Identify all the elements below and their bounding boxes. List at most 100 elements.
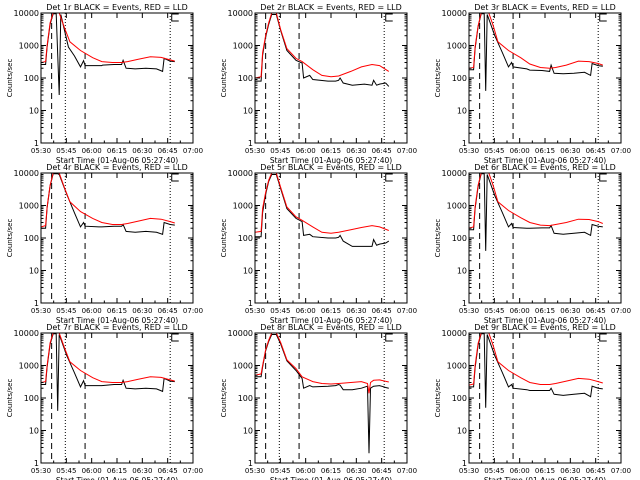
x-tick-label: 05:30: [245, 147, 265, 155]
marker-c-glyph: [385, 13, 393, 22]
x-tick-label: 07:00: [611, 467, 631, 475]
plot-frame: [40, 12, 194, 144]
y-tick-label: 1000: [233, 362, 253, 371]
series-line-lld: [41, 333, 175, 383]
x-tick-label: 05:30: [459, 467, 479, 475]
y-tick-label: 1: [248, 299, 253, 308]
x-tick-label: 05:30: [459, 307, 479, 315]
x-axis-label: Start Time (01-Aug-06 05:27:40): [56, 476, 178, 480]
x-tick-label: 06:15: [535, 467, 555, 475]
series-group: [41, 13, 175, 96]
y-tick-label: 10000: [14, 169, 39, 178]
x-tick-label: 06:00: [510, 147, 530, 155]
y-tick-label: 1: [34, 299, 39, 308]
chart-panel-2: C11010010001000005:3005:4506:0006:1506:3…: [220, 3, 417, 165]
series-line-lld: [41, 173, 175, 228]
x-tick-label: 05:45: [270, 307, 290, 315]
plot-frame: [468, 332, 622, 464]
plot-frame: [40, 332, 194, 464]
y-tick-label: 10: [457, 107, 467, 116]
y-tick-label: 100: [238, 394, 253, 403]
x-tick-label: 06:15: [321, 467, 341, 475]
y-tick-label: 1000: [233, 202, 253, 211]
x-tick-label: 06:00: [296, 467, 316, 475]
chart-panel-8: C11010010001000005:3005:4506:0006:1506:3…: [220, 323, 417, 480]
x-tick-label: 07:00: [611, 147, 631, 155]
y-tick-label: 10: [243, 107, 253, 116]
x-tick-label: 07:00: [397, 147, 417, 155]
x-tick-label: 05:30: [31, 147, 51, 155]
x-tick-label: 07:00: [183, 467, 203, 475]
x-tick-label: 07:00: [397, 467, 417, 475]
chart-title: Det 8r BLACK = Events, RED = LLD: [260, 323, 402, 332]
y-axis-label: Counts/sec: [220, 219, 228, 258]
y-tick-label: 1: [34, 459, 39, 468]
x-tick-label: 06:00: [510, 467, 530, 475]
x-axis-label: Start Time (01-Aug-06 05:27:40): [270, 316, 392, 325]
x-tick-label: 06:30: [132, 147, 152, 155]
y-tick-label: 10000: [228, 329, 253, 338]
y-tick-label: 10000: [14, 9, 39, 18]
x-tick-label: 06:30: [132, 467, 152, 475]
y-tick-label: 10: [29, 427, 39, 436]
chart-panel-5: C11010010001000005:3005:4506:0006:1506:3…: [220, 163, 417, 325]
x-tick-label: 05:45: [270, 147, 290, 155]
marker-c-glyph: [171, 13, 179, 22]
x-tick-label: 06:15: [107, 307, 127, 315]
x-tick-label: 06:00: [296, 307, 316, 315]
x-tick-label: 06:15: [321, 307, 341, 315]
y-tick-label: 1000: [447, 362, 467, 371]
x-tick-label: 05:45: [484, 467, 504, 475]
y-axis-label: Counts/sec: [434, 59, 442, 98]
series-line-events: [469, 173, 603, 251]
plot-frame: [40, 172, 194, 304]
x-tick-label: 06:45: [158, 467, 178, 475]
x-axis-label: Start Time (01-Aug-06 05:27:40): [270, 476, 392, 480]
y-tick-label: 1: [248, 139, 253, 148]
chart-panel-4: C11010010001000005:3005:4506:0006:1506:3…: [6, 163, 203, 325]
y-tick-label: 10: [243, 267, 253, 276]
chart-title: Det 3r BLACK = Events, RED = LLD: [474, 3, 616, 12]
y-tick-label: 10000: [442, 169, 467, 178]
y-tick-label: 100: [238, 234, 253, 243]
series-group: [469, 173, 603, 251]
series-line-events: [469, 13, 603, 91]
series-group: [469, 333, 603, 408]
y-tick-label: 10: [29, 107, 39, 116]
x-tick-label: 06:00: [296, 147, 316, 155]
series-line-lld: [255, 13, 390, 79]
y-tick-label: 100: [452, 394, 467, 403]
x-tick-label: 06:45: [158, 307, 178, 315]
plot-frame: [468, 12, 622, 144]
y-tick-label: 1: [248, 459, 253, 468]
y-tick-label: 10: [243, 427, 253, 436]
plot-frame: [468, 172, 622, 304]
series-group: [255, 13, 390, 87]
x-tick-label: 07:00: [183, 307, 203, 315]
x-tick-label: 06:45: [586, 467, 606, 475]
x-tick-label: 06:00: [82, 307, 102, 315]
x-tick-label: 07:00: [397, 307, 417, 315]
y-tick-label: 1000: [447, 202, 467, 211]
chart-title: Det 1r BLACK = Events, RED = LLD: [46, 3, 188, 12]
y-axis-label: Counts/sec: [220, 379, 228, 418]
series-line-events: [41, 13, 175, 96]
x-tick-label: 06:30: [346, 467, 366, 475]
x-tick-label: 06:45: [586, 147, 606, 155]
y-tick-label: 1: [462, 459, 467, 468]
y-tick-label: 1: [34, 139, 39, 148]
x-axis-label: Start Time (01-Aug-06 05:27:40): [484, 476, 606, 480]
x-tick-label: 05:45: [56, 147, 76, 155]
x-tick-label: 06:15: [535, 147, 555, 155]
x-tick-label: 06:15: [107, 147, 127, 155]
series-line-lld: [469, 333, 603, 386]
x-tick-label: 07:00: [183, 147, 203, 155]
y-tick-label: 100: [452, 234, 467, 243]
y-axis-label: Counts/sec: [220, 59, 228, 98]
x-tick-label: 05:45: [484, 307, 504, 315]
y-tick-label: 10: [29, 267, 39, 276]
marker-c-glyph: [599, 173, 607, 182]
series-group: [41, 173, 175, 235]
y-tick-label: 100: [238, 74, 253, 83]
x-tick-label: 06:30: [346, 307, 366, 315]
